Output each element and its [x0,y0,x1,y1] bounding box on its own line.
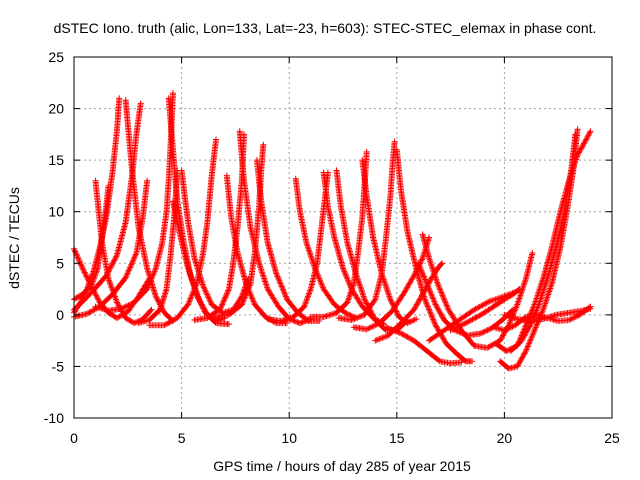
series-pass-08 [92,90,176,314]
series-pass-13 [178,167,252,316]
data-markers [415,260,516,339]
data-markers [335,138,398,323]
series-pass-31 [383,324,465,367]
series-pass-33 [447,286,523,334]
x-axis-label: GPS time / hours of day 285 of year 2015 [213,458,471,474]
series-pass-30 [415,260,516,339]
y-tick-label: 10 [48,204,64,220]
data-markers [501,305,594,324]
data-points [71,90,594,372]
series-pass-25 [335,138,398,323]
y-tick-label: 20 [48,101,64,117]
x-tick-label: 10 [281,430,297,446]
x-tick-label: 0 [70,430,78,446]
series-pass-04 [92,177,155,327]
y-tick-label: -5 [52,358,65,374]
y-tick-label: -10 [44,410,64,426]
series-pass-38 [501,305,594,324]
grid-lines [74,57,612,418]
x-tick-label: 15 [389,430,405,446]
data-markers [92,90,176,314]
y-axis-label: dSTEC / TECUs [6,187,22,289]
series-pass-24 [359,157,420,327]
data-markers [178,167,252,316]
data-markers [393,146,476,365]
y-tick-label: 15 [48,152,64,168]
data-markers [383,324,465,367]
plot-area-frame [73,56,613,419]
data-markers [447,286,523,334]
data-markers [253,157,323,324]
chart-title: dSTEC Iono. truth (alic, Lon=133, Lat=-2… [54,20,597,36]
data-markers [92,177,155,327]
series-pass-18 [253,157,323,324]
data-markers [170,198,232,328]
y-tick-label: 0 [56,307,64,323]
series-pass-11 [170,198,232,328]
data-markers [359,157,420,327]
y-tick-label: 25 [48,49,64,65]
series-pass-12 [146,136,219,329]
x-tick-label: 20 [497,430,513,446]
series-pass-26 [393,146,476,365]
y-tick-label: 5 [56,255,64,271]
x-tick-label: 25 [604,430,620,446]
data-markers [146,136,219,329]
x-tick-label: 5 [178,430,186,446]
axis-ticks: 0 5 10 15 20 25 -10 -5 0 5 10 15 20 25 [44,49,620,446]
